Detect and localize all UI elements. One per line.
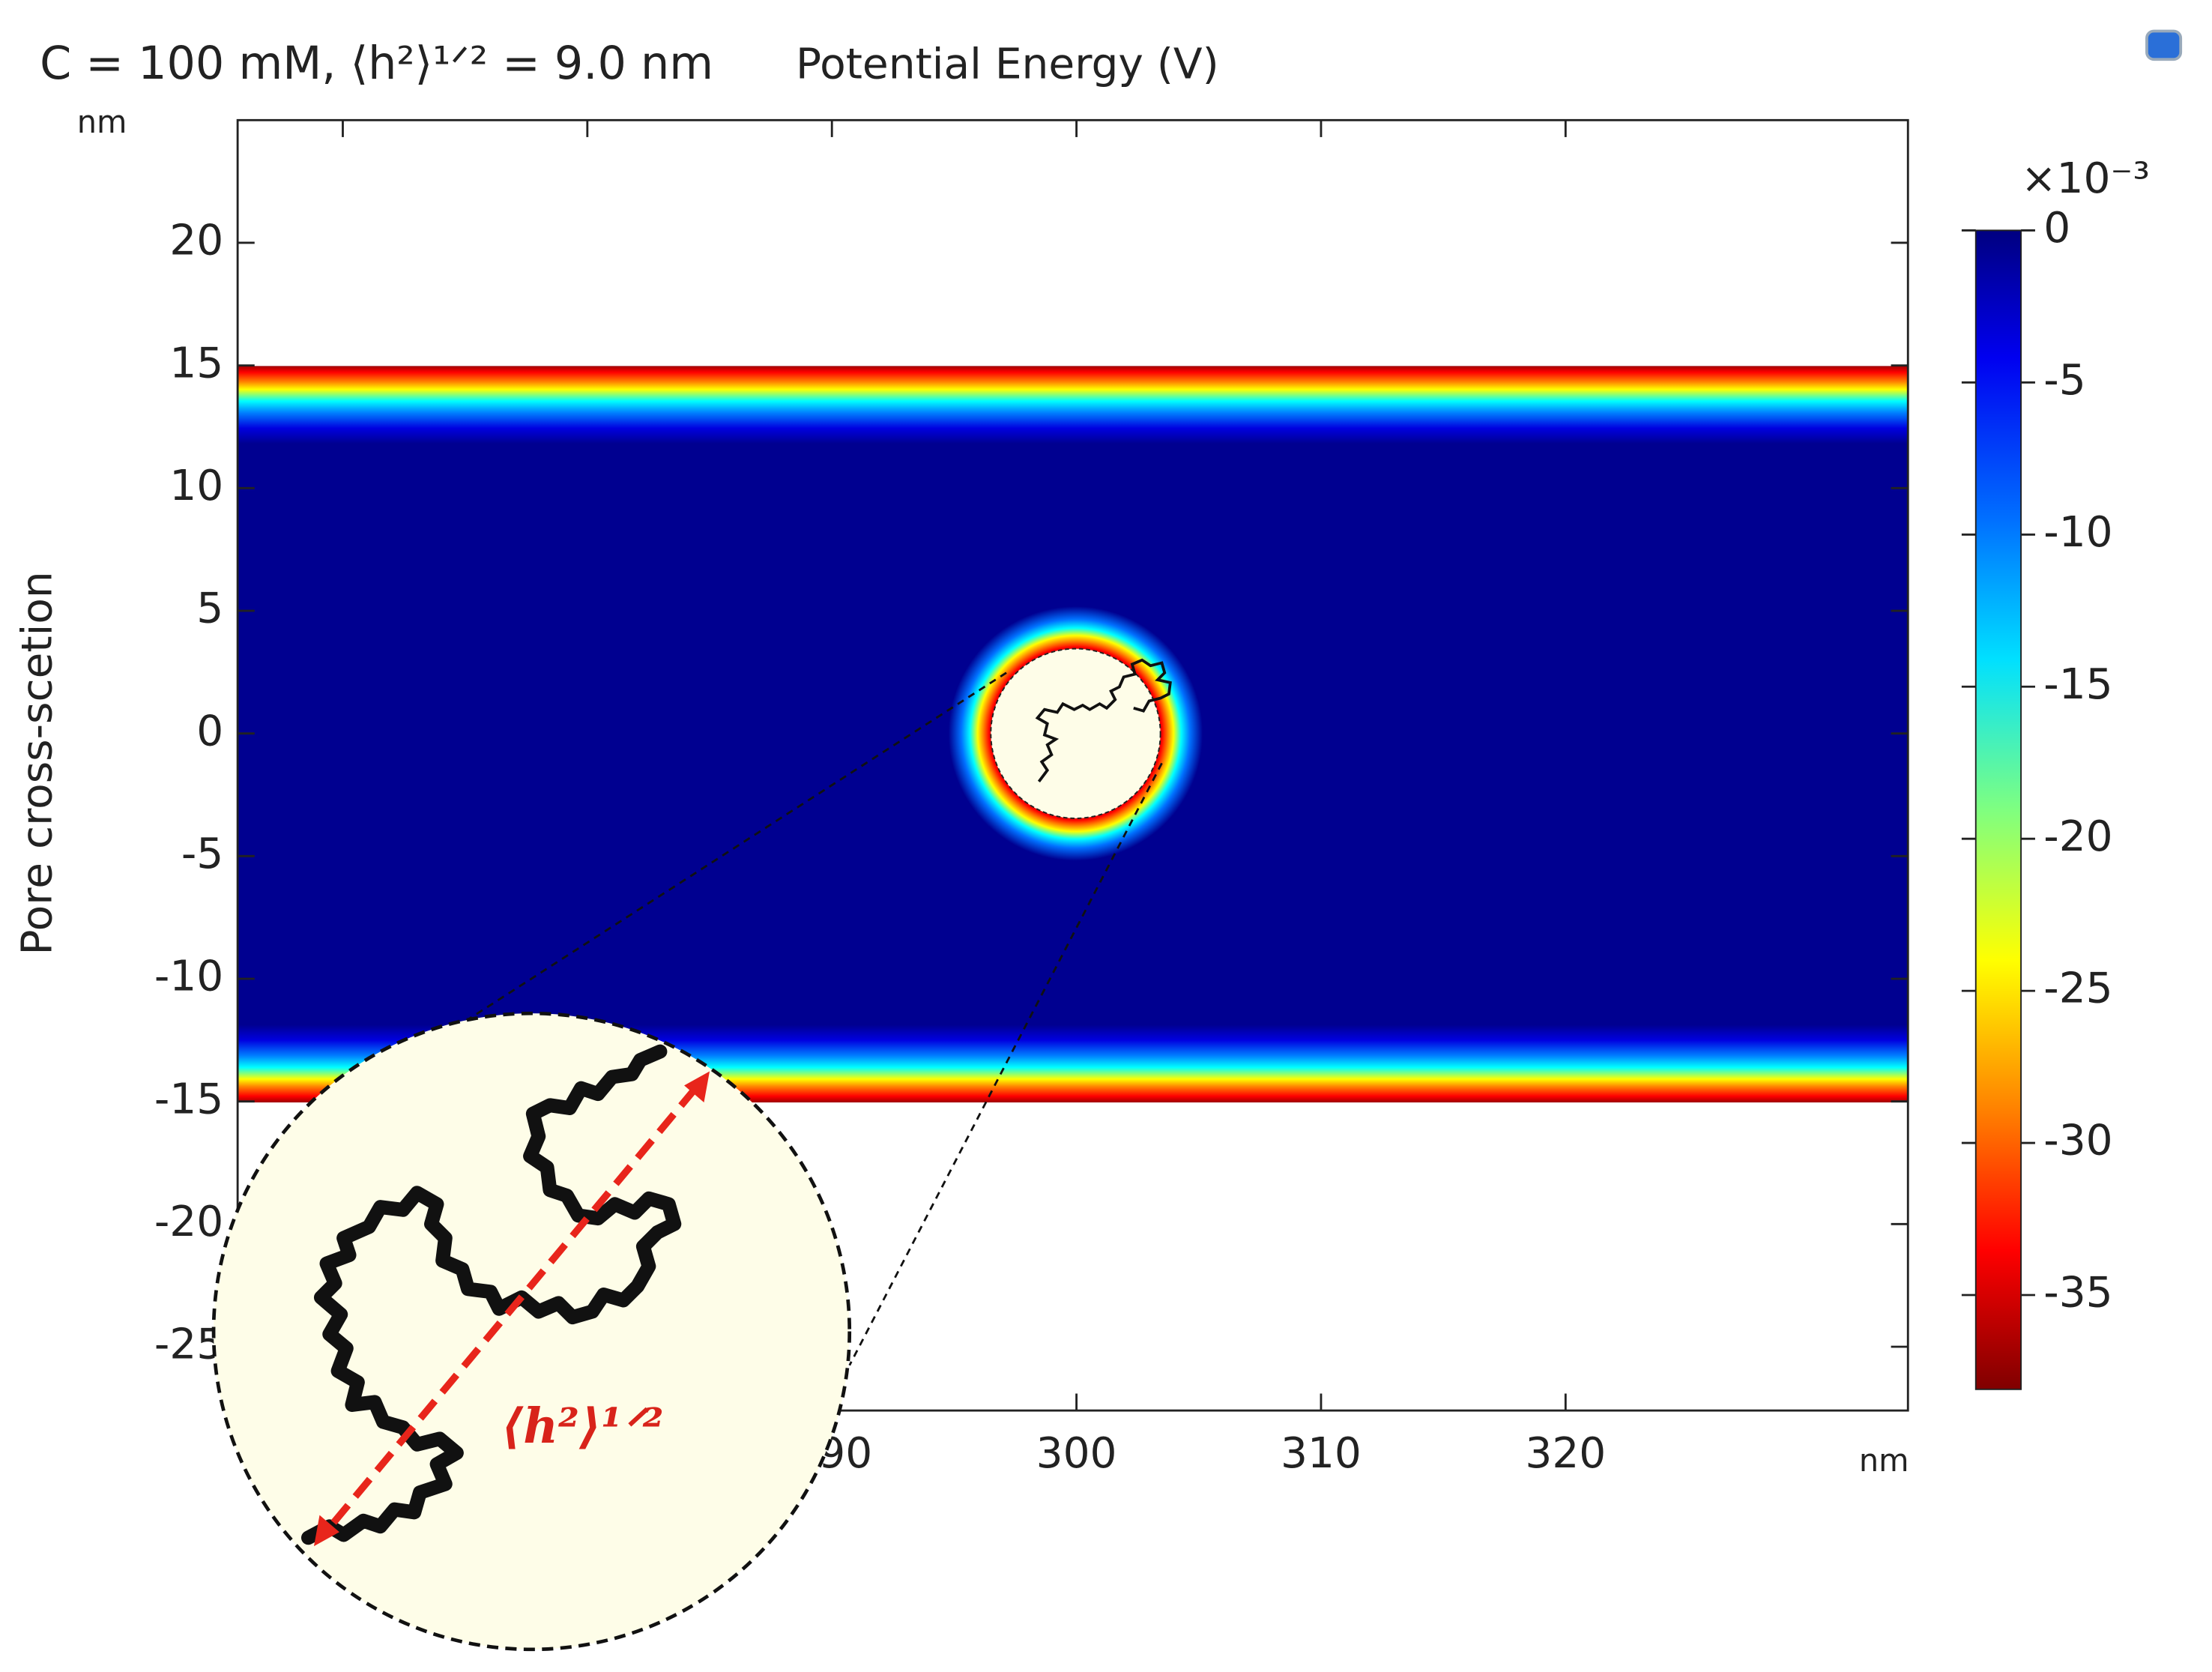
axes: C = 100 mM, ⟨h²⟩¹ᐟ² = 9.0 nm Potential E… xyxy=(13,37,2150,1479)
colorbar-tick-label: -35 xyxy=(2043,1268,2112,1318)
y-tick-label: -15 xyxy=(154,1074,223,1123)
y-tick-label: 10 xyxy=(169,461,223,510)
colorbar xyxy=(1974,229,2022,1390)
x-tick-label: 310 xyxy=(1281,1428,1362,1478)
x-tick-label: 300 xyxy=(1036,1428,1117,1478)
plot-frame xyxy=(236,118,1909,1412)
annotation: ⟨h²⟩¹ᐟ² xyxy=(501,1398,664,1455)
y-tick-label: 5 xyxy=(196,584,223,633)
colorbar-tick-label: -20 xyxy=(2043,812,2112,861)
chart-subtitle: Potential Energy (V) xyxy=(796,39,1219,88)
y-tick-label: 0 xyxy=(196,706,223,755)
colorbar-tick-label: -10 xyxy=(2043,507,2112,557)
y-unit: nm xyxy=(77,103,127,140)
colorbar-tick-label: 0 xyxy=(2043,203,2070,253)
colorbar-tick-label: -30 xyxy=(2043,1116,2112,1165)
colorbar-tick-label: -15 xyxy=(2043,660,2112,709)
x-axis-label: nm xyxy=(1859,1442,1909,1479)
y-tick-label: 15 xyxy=(169,338,223,387)
y-tick-label: -5 xyxy=(181,829,223,878)
x-tick-label: 320 xyxy=(1525,1428,1606,1478)
chart-title: C = 100 mM, ⟨h²⟩¹ᐟ² = 9.0 nm xyxy=(40,37,713,90)
y-axis-label: Pore cross-scetion xyxy=(13,571,62,955)
y-tick-label: 20 xyxy=(169,216,223,265)
colorbar-tick-label: -5 xyxy=(2043,355,2085,405)
field xyxy=(238,366,1909,1102)
inset: ⟨h²⟩¹ᐟ² xyxy=(211,671,1163,1652)
y-tick-label: -10 xyxy=(154,952,223,1001)
app-icon xyxy=(2145,29,2183,61)
colorbar-tick-label: -25 xyxy=(2043,964,2112,1013)
y-tick-label: -20 xyxy=(154,1197,223,1246)
colorbar-label: ×10⁻³ xyxy=(2021,154,2150,203)
